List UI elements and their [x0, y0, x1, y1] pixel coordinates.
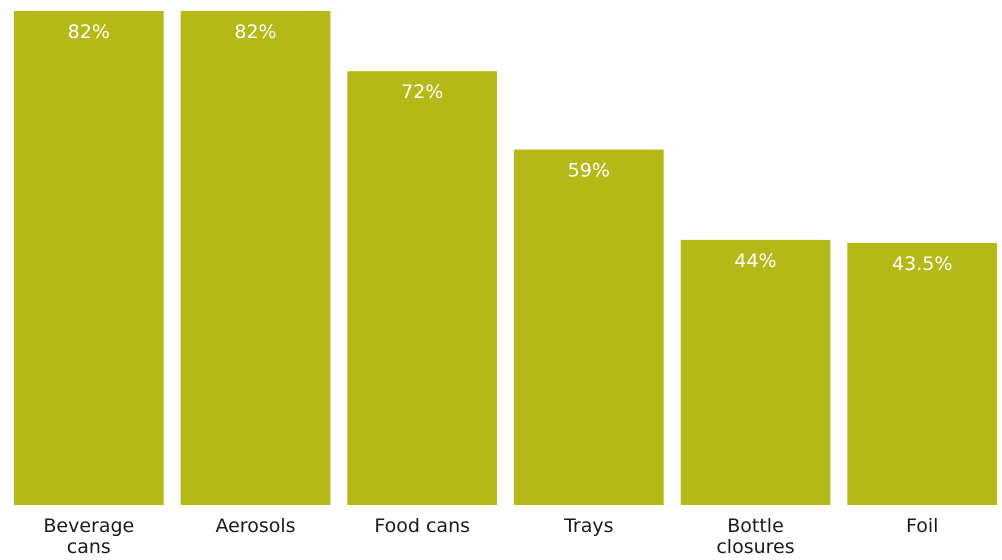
- bar-3: [514, 149, 664, 505]
- category-label-2: Food cans: [374, 515, 470, 537]
- data-label-5: 43.5%: [892, 253, 952, 275]
- category-label-4: Bottle closures: [716, 515, 794, 558]
- bars-layer: [14, 11, 997, 505]
- bar-0: [14, 11, 164, 505]
- category-label-1: Aerosols: [215, 515, 295, 537]
- value-labels-layer: 82% 82% 72% 59% 44% 43.5%: [68, 21, 953, 275]
- bar-1: [180, 11, 331, 505]
- category-labels-layer: Beverage cans Aerosols Food cans Trays Bottle…: [43, 515, 938, 558]
- data-label-0: 82%: [68, 21, 110, 43]
- bar-5: [847, 242, 997, 505]
- data-label-2: 72%: [401, 81, 443, 103]
- category-label-5: Foil: [906, 515, 938, 537]
- data-label-1: 82%: [234, 21, 276, 43]
- bar-4: [680, 239, 831, 505]
- bar-2: [347, 71, 497, 505]
- category-label-0: Beverage cans: [43, 515, 134, 558]
- data-label-3: 59%: [568, 160, 610, 182]
- category-label-3: Trays: [563, 515, 613, 537]
- data-label-4: 44%: [734, 250, 776, 272]
